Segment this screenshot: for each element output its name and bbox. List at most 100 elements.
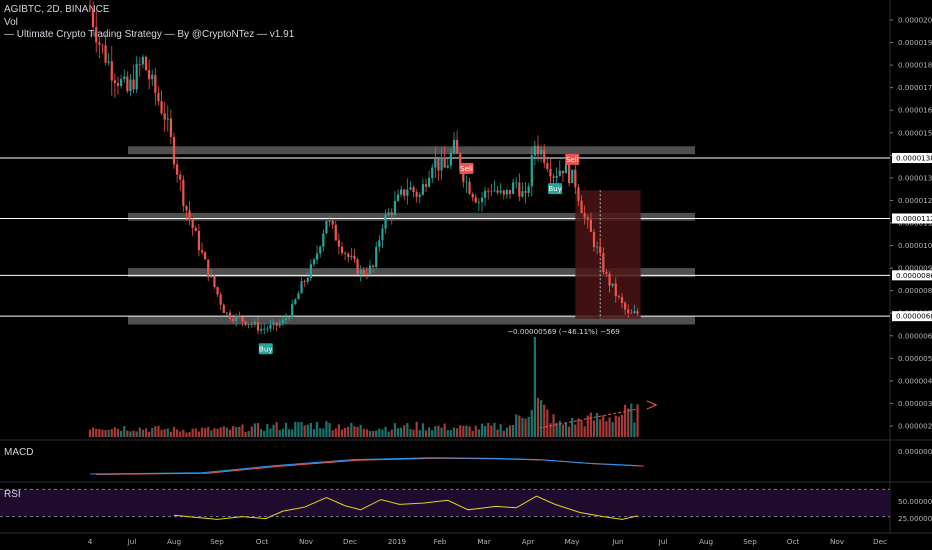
volume-bar [185,432,188,437]
candle-body [502,190,505,195]
symbol-title: AGIBTC, 2D, BINANCE [4,4,110,15]
volume-bar [197,431,200,437]
candle-body [197,230,200,251]
volume-bar [337,424,340,437]
candle-body [275,322,278,326]
candle-body [331,220,334,225]
candle-body [172,136,176,165]
candle-body [284,318,288,321]
level-price-tag-label: 0.00001388 [896,154,932,163]
candle-body [322,233,325,247]
volume-bar [281,428,284,437]
volume-bar [396,428,400,437]
volume-bar [284,422,288,437]
signal-badge-label: Buy [259,344,273,353]
volume-bar [599,419,602,437]
candle-body [400,189,403,195]
candle-body [132,79,135,90]
level-price-tag-label: 0.00000687 [896,312,932,321]
volume-bar [120,430,123,437]
volume-bar [555,422,558,437]
candle-body [465,181,468,183]
volume-bar [462,425,465,437]
candle-body [543,149,546,164]
volume-bar [312,429,316,437]
candle-body [154,74,157,93]
volume-bar [543,404,546,437]
volume-bar [596,413,599,437]
candle-body [135,64,138,90]
volume-bar [431,430,434,437]
volume-bar [244,431,247,437]
time-tick-label: Mar [477,537,491,546]
time-tick-label: Dec [343,537,357,546]
candle-body [409,187,412,190]
price-tick-label: 0.00002000 [898,16,932,25]
candle-body [617,296,620,298]
rsi-scale-label: 50.00000 [898,497,932,506]
volume-bar [589,412,592,437]
price-tick-label: 0.00000600 [898,331,932,340]
candle-body [169,118,172,137]
candle-body [583,212,586,218]
volume-bar [306,424,309,437]
candle-body [605,272,608,274]
rsi-band [0,489,890,517]
time-tick-label: Aug [699,537,713,546]
candle-body [428,177,431,187]
candle-body [157,92,160,102]
candle-body [375,247,378,268]
volume-bar [95,428,98,437]
volume-bar [166,428,169,437]
volume-bar [116,428,120,437]
volume-bar [381,429,384,437]
rsi-line [173,495,638,520]
volume-bar [253,423,256,437]
candle-body [316,253,319,260]
candle-body [387,212,390,215]
time-tick-label: Oct [256,537,269,546]
volume-bar [241,424,244,437]
price-tick-label: 0.00001500 [898,128,932,137]
candle-body [446,165,449,168]
volume-bar [614,415,617,437]
volume-bar [564,422,568,437]
candle-body [434,158,437,168]
candle-body [484,190,487,198]
volume-bar [359,425,362,437]
volume-bar [138,427,141,437]
volume-bar [328,423,331,437]
price-tick-label: 0.00001000 [898,241,932,250]
candle-body [294,299,297,304]
candle-body [630,312,633,314]
candle-body [620,297,624,303]
volume-bar [558,420,561,437]
candle-body [278,323,281,326]
volume-bar [141,429,144,437]
volume-bar [530,410,533,437]
volume-bar [468,426,471,437]
volume-bar [502,430,505,437]
candle-body [390,212,393,216]
measure-box [575,190,641,319]
volume-bar [630,403,633,437]
time-tick-label: Sep [210,537,224,546]
volume-bar [477,429,480,437]
volume-bar [356,426,359,437]
candle-body [549,168,552,177]
volume-bar [412,429,415,437]
volume-bar [235,426,238,437]
volume-bar [452,427,456,437]
volume-bar [499,424,502,437]
volume-bar [228,429,232,437]
volume-bar [484,426,487,437]
candle-body [225,312,228,314]
candle-body [490,190,493,192]
volume-bar [334,428,337,437]
candle-body [474,197,477,203]
candle-body [113,80,116,84]
volume-bar [182,429,185,437]
volume-bar [263,430,266,437]
volume-bar [583,426,586,437]
